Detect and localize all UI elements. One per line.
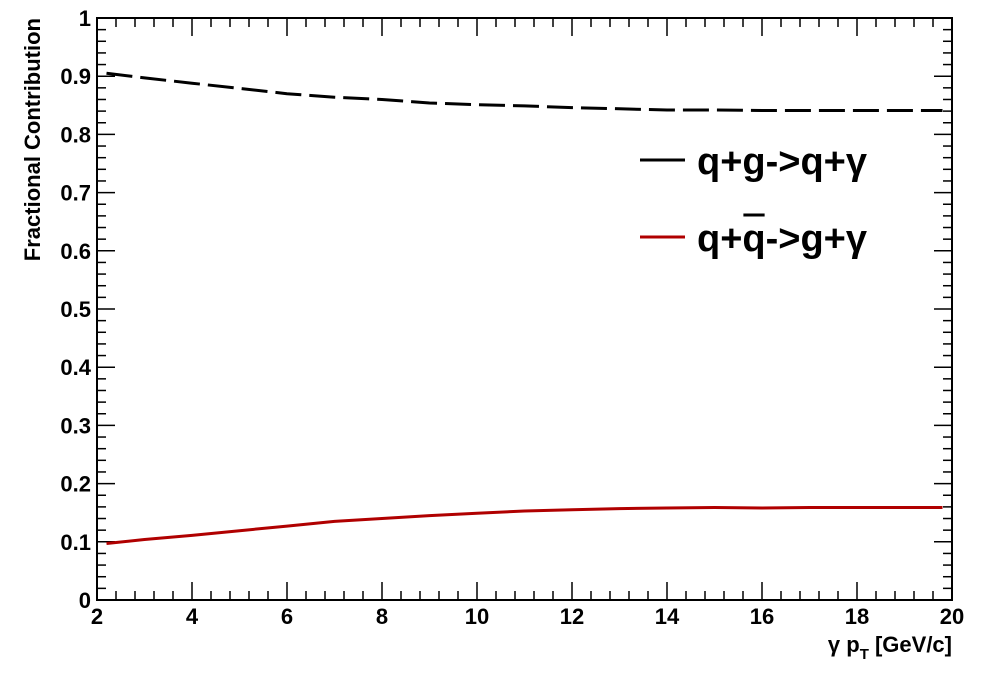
y-tick-label: 0.3 <box>60 413 91 438</box>
x-tick-label: 4 <box>186 604 199 629</box>
x-tick-label: 20 <box>940 604 964 629</box>
y-tick-label: 0.6 <box>60 239 91 264</box>
series-line-2 <box>106 506 943 545</box>
x-tick-label: 10 <box>465 604 489 629</box>
y-tick-label: 0.4 <box>60 355 91 380</box>
y-tick-label: 0.8 <box>60 122 91 147</box>
y-tick-label: 0.1 <box>60 530 91 555</box>
legend: q+g->q+γ q+q->g+γ <box>640 141 867 260</box>
x-tick-label: 12 <box>560 604 584 629</box>
y-tick-label: 0.9 <box>60 64 91 89</box>
y-axis-title: Fractional Contribution <box>20 18 45 261</box>
y-tick-label: 0 <box>79 588 91 613</box>
legend-label-2: q+q->g+γ <box>697 218 867 260</box>
y-tick-label: 1 <box>79 6 91 31</box>
y-tick-label: 0.2 <box>60 472 91 497</box>
x-tick-label: 18 <box>845 604 869 629</box>
y-tick-label: 0.5 <box>60 297 91 322</box>
x-tick-label: 8 <box>376 604 388 629</box>
y-tick-label: 0.7 <box>60 181 91 206</box>
x-tick-label: 16 <box>750 604 774 629</box>
x-tick-label: 6 <box>281 604 293 629</box>
axes-layer: 2 4 6 8 10 12 14 16 18 20 0 0.1 0.2 0.3 0.4 0.5 0.6 0.7 0.… <box>20 6 964 663</box>
legend-label-1: q+g->q+γ <box>697 141 867 183</box>
x-tick-label: 14 <box>655 604 680 629</box>
series-line-1 <box>106 71 943 112</box>
x-axis-title: γ pT [GeV/c] <box>828 632 952 663</box>
series-layer <box>106 71 943 545</box>
x-tick-label: 2 <box>91 604 103 629</box>
